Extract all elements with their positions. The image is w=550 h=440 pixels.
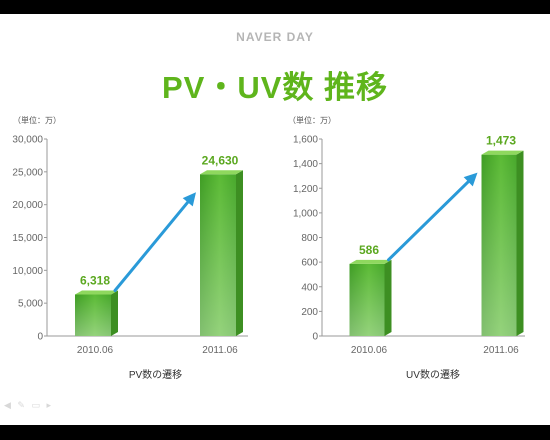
chart1-growth-arrow xyxy=(113,198,192,293)
chart2-bar-side xyxy=(516,150,524,336)
chart2-bar-side xyxy=(384,259,392,336)
chart1-y-tick-label: 15,000 xyxy=(12,233,43,244)
chart2-y-tick-label: 400 xyxy=(301,282,318,293)
chart1-growth-arrow-head xyxy=(182,192,196,207)
chart1-y-tick-label: 5,000 xyxy=(18,299,43,310)
chart2-y-tick-label: 0 xyxy=(312,332,318,343)
chart2-y-tick-label: 1,600 xyxy=(293,135,318,146)
chart1-y-tick-label: 20,000 xyxy=(12,200,43,211)
chart2-y-tick-label: 600 xyxy=(301,258,318,269)
chart1-unit-label: （単位：万） xyxy=(13,115,61,125)
slide-title: PV・UV数 推移 xyxy=(161,70,389,105)
chart1-data-label: 24,630 xyxy=(202,153,239,167)
chart2-y-tick-label: 800 xyxy=(301,233,318,244)
chart2-y-tick-label: 200 xyxy=(301,307,318,318)
chart1-y-tick-label: 0 xyxy=(37,332,43,343)
slide: NAVER DAY PV・UV数 推移 xyxy=(0,14,550,425)
chart2-growth-arrow-head xyxy=(463,172,478,187)
chart1-bar-side xyxy=(236,170,243,336)
chart1-bar-side xyxy=(111,290,118,336)
chart2-bar-shine xyxy=(349,263,385,336)
chart1-bar-shine xyxy=(200,174,236,336)
brand-label: NAVER DAY xyxy=(236,30,314,44)
chart2-unit-label: （単位：万） xyxy=(288,115,336,125)
chart1-y-tick-label: 30,000 xyxy=(12,135,43,146)
chart1-bar-top xyxy=(200,170,243,175)
player-controls[interactable]: ◀ ✎ ▭ ▸ xyxy=(4,400,53,410)
chart1-y-tick-label: 10,000 xyxy=(12,266,43,277)
chart2-growth-arrow xyxy=(387,178,472,262)
chart1-x-tick-label: 2010.06 xyxy=(77,345,114,356)
chart2-bar-top xyxy=(349,259,392,264)
chart1-y-tick-label: 25,000 xyxy=(12,167,43,178)
chart1-bar-top xyxy=(75,290,118,295)
chart1-x-tick-label: 2011.06 xyxy=(202,345,238,356)
chart2-data-label: 1,473 xyxy=(486,134,516,148)
chart1-data-label: 6,318 xyxy=(80,274,110,288)
chart2-x-tick-label: 2010.06 xyxy=(351,345,388,356)
chart2-caption: UV数の遷移 xyxy=(406,368,460,381)
chart1-bar-shine xyxy=(75,294,111,336)
chart2-y-tick-label: 1,200 xyxy=(293,184,318,195)
chart2-y-tick-label: 1,000 xyxy=(293,208,318,219)
chart2-y-tick-label: 1,400 xyxy=(293,159,318,170)
chart2-x-tick-label: 2011.06 xyxy=(483,345,519,356)
chart2-bar-top xyxy=(481,150,524,155)
chart2-data-label: 586 xyxy=(359,243,379,257)
chart2-bar-shine xyxy=(481,154,517,336)
player-bar xyxy=(0,425,550,440)
chart1-caption: PV数の遷移 xyxy=(129,368,182,381)
